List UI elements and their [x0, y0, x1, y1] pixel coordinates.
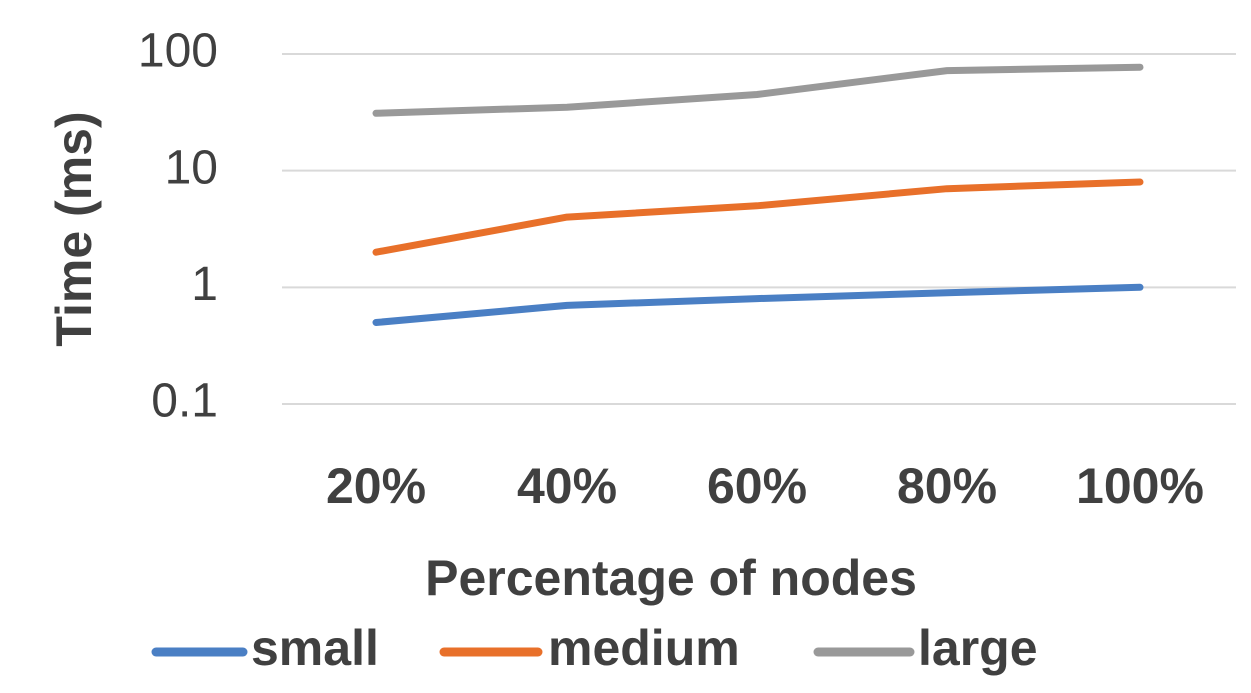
legend: small medium large [151, 620, 1038, 676]
y-tick-label: 10 [165, 141, 218, 194]
x-tick-label: 80% [897, 458, 997, 514]
series-line-large [372, 63, 1144, 117]
series-line-small [372, 283, 1144, 326]
series-line-medium [372, 178, 1144, 256]
x-tick-label: 20% [326, 458, 426, 514]
y-tick-label: 0.1 [151, 375, 218, 428]
x-tick-label: 60% [707, 458, 807, 514]
y-tick-label: 1 [191, 258, 218, 311]
legend-label-large: large [918, 620, 1038, 676]
y-tick-label: 100 [138, 25, 218, 78]
y-axis-title: Time (ms) [46, 111, 102, 346]
x-axis-title: Percentage of nodes [425, 550, 917, 606]
legend-label-medium: medium [548, 620, 740, 676]
x-axis-ticks: 20% 40% 60% 80% 100% [326, 458, 1204, 514]
gridlines [282, 53, 1236, 405]
x-tick-label: 40% [517, 458, 617, 514]
y-axis-ticks: 0.1 1 10 100 [138, 25, 218, 428]
x-tick-label: 100% [1076, 458, 1204, 514]
series-lines [372, 63, 1144, 326]
legend-label-small: small [251, 620, 379, 676]
